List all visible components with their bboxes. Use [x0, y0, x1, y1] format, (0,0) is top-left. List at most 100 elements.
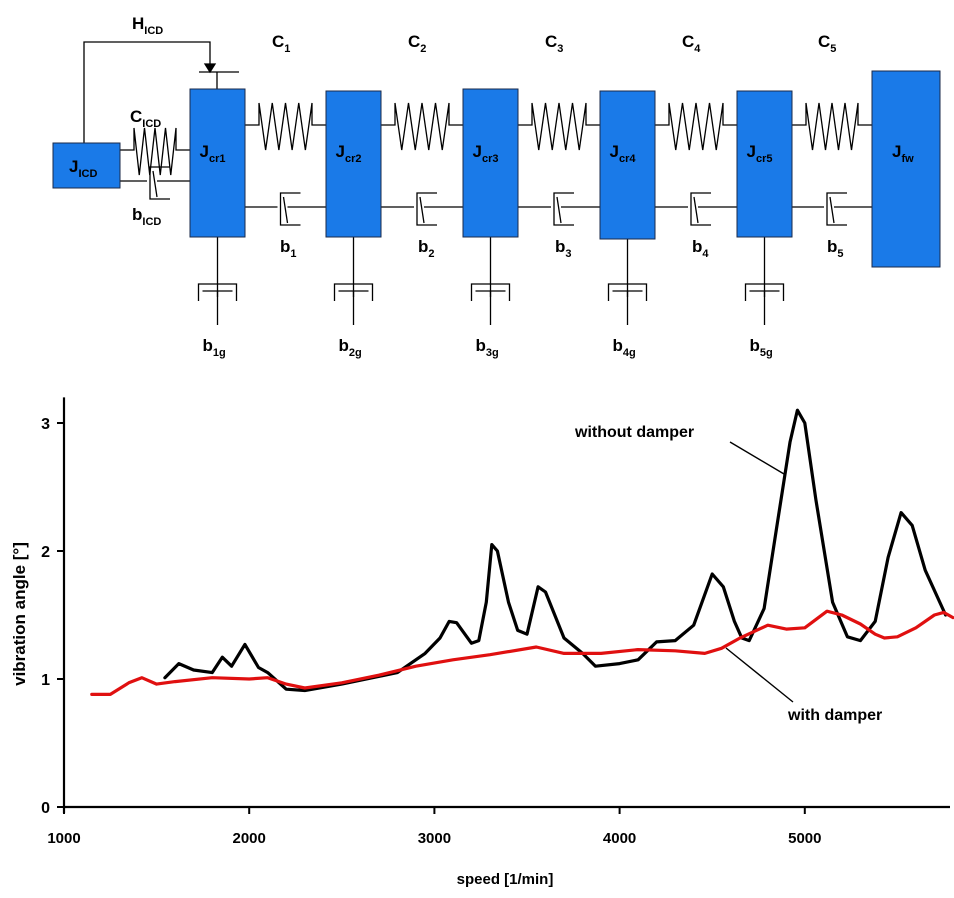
chart-axes: 1000 2000 3000 4000 5000 0 1 2 3: [41, 397, 950, 847]
ground-damper-b3g: [470, 237, 511, 325]
diagram-masses: [52, 70, 941, 268]
spring-c1-label-main: C: [272, 32, 284, 51]
spring-c2-label: C2: [408, 32, 426, 55]
y-tick-label: 0: [41, 800, 50, 817]
damper-b5-label-sub: 5: [837, 248, 843, 260]
mass-fw-label-main: J: [892, 142, 901, 161]
feedback-label-sub: ICD: [144, 25, 163, 37]
feedback-line: [83, 41, 211, 143]
damper-icd: [120, 166, 190, 200]
spring-c2-label-sub: 2: [420, 43, 426, 55]
damper-b1-label: b1: [280, 237, 297, 260]
series-line-with-damper: [90, 609, 954, 696]
damper-b3-label-sub: 3: [565, 248, 571, 260]
spring-c4-label-sub: 4: [694, 43, 701, 55]
damper-b2-label: b2: [418, 237, 435, 260]
feedback-arrow-icon: [203, 63, 217, 74]
mass-cr3-label: Jcr3: [473, 142, 499, 165]
spring-c1-label: C1: [272, 32, 290, 55]
ground-damper-b2g-label-main: b: [339, 336, 349, 355]
mass-cr3-label-main: J: [473, 142, 482, 161]
damper-b5-label-main: b: [827, 237, 837, 256]
damper-b2-label-sub: 2: [428, 248, 434, 260]
mass-cr2-label: Jcr2: [336, 142, 362, 165]
mass-j-icd-label-main: J: [69, 157, 78, 176]
mass-cr4-label-main: J: [610, 142, 619, 161]
ground-damper-b5g-label: b5g: [750, 336, 773, 359]
spring-icd: [120, 127, 190, 176]
y-tick-label: 2: [41, 544, 50, 561]
x-tick-label: 4000: [603, 830, 636, 847]
spring-c3: [518, 102, 600, 151]
ground-damper-b4g-label: b4g: [613, 336, 636, 359]
feedback-input-bar: [199, 71, 239, 89]
spring-c4: [655, 102, 737, 151]
y-tick-label: 3: [41, 416, 50, 433]
mass-cr2: [325, 90, 382, 238]
damper-b1-label-sub: 1: [290, 248, 296, 260]
damper-b1-label-main: b: [280, 237, 290, 256]
spring-c1: [245, 102, 326, 151]
damper-b2: [381, 192, 463, 226]
mass-cr5-label-main: J: [747, 142, 756, 161]
mass-cr4: [599, 90, 656, 240]
ground-damper-b4g-label-sub: 4g: [623, 347, 636, 359]
mass-cr2-label-sub: cr2: [345, 153, 362, 165]
x-tick-label: 2000: [233, 830, 266, 847]
spring-c5: [792, 102, 872, 151]
ground-damper-b3g-label-main: b: [476, 336, 486, 355]
damper-icd-label: bICD: [132, 205, 161, 228]
damper-b5-label: b5: [827, 237, 844, 260]
spring-c2-label-main: C: [408, 32, 420, 51]
mass-cr1-label-sub: cr1: [209, 153, 226, 165]
ground-damper-b2g-label: b2g: [339, 336, 362, 359]
ground-damper-b1g-label: b1g: [203, 336, 226, 359]
mass-cr1-label: Jcr1: [200, 142, 226, 165]
ground-damper-b5g-label-main: b: [750, 336, 760, 355]
mass-cr5: [736, 90, 793, 238]
damper-b2-label-main: b: [418, 237, 428, 256]
y-tick-label: 1: [41, 672, 50, 689]
feedback-label: HICD: [132, 14, 163, 37]
mass-fw-label: Jfw: [892, 142, 914, 165]
annotation-with-damper: with damper: [787, 707, 882, 724]
mass-cr4-label: Jcr4: [610, 142, 637, 165]
damper-b4-label-sub: 4: [702, 248, 709, 260]
damper-b4-label-main: b: [692, 237, 702, 256]
annotation-without-damper: without damper: [574, 424, 694, 441]
spring-icd-label-sub: ICD: [142, 118, 161, 130]
ground-damper-b1g-label-sub: 1g: [213, 347, 226, 359]
spring-c5-label-main: C: [818, 32, 830, 51]
series-line-without-damper: [163, 408, 948, 693]
damper-b3-label: b3: [555, 237, 572, 260]
ground-damper-b1g: [197, 237, 238, 325]
spring-c5-label: C5: [818, 32, 836, 55]
chart-series: [90, 408, 954, 696]
ground-damper-b2g-label-sub: 2g: [349, 347, 362, 359]
feedback-label-main: H: [132, 14, 144, 33]
mass-cr3: [462, 88, 519, 238]
annotation-with-damper-leader: [725, 647, 794, 703]
ground-damper-b4g-label-main: b: [613, 336, 623, 355]
mass-cr5-label: Jcr5: [747, 142, 773, 165]
spring-c3-label-sub: 3: [557, 43, 563, 55]
ground-damper-b3g-label: b3g: [476, 336, 499, 359]
mass-j-icd-label: JICD: [69, 157, 97, 180]
damper-icd-label-sub: ICD: [142, 216, 161, 228]
mass-cr3-label-sub: cr3: [482, 153, 499, 165]
damper-icd-label-main: b: [132, 205, 142, 224]
mass-cr5-label-sub: cr5: [756, 153, 773, 165]
ground-damper-b1g-label-main: b: [203, 336, 213, 355]
ground-damper-b2g: [333, 237, 374, 325]
diagram-connections: [83, 41, 872, 325]
chart-annotations: without damper with damper: [574, 424, 882, 724]
spring-c3-label: C3: [545, 32, 563, 55]
annotation-without-damper-leader: [729, 441, 785, 475]
spring-icd-label: CICD: [130, 107, 161, 130]
spring-c1-label-sub: 1: [284, 43, 290, 55]
mass-j-icd: [52, 142, 121, 189]
ground-damper-b5g: [744, 237, 785, 325]
damper-b1: [245, 192, 326, 226]
x-tick-label: 1000: [47, 830, 80, 847]
